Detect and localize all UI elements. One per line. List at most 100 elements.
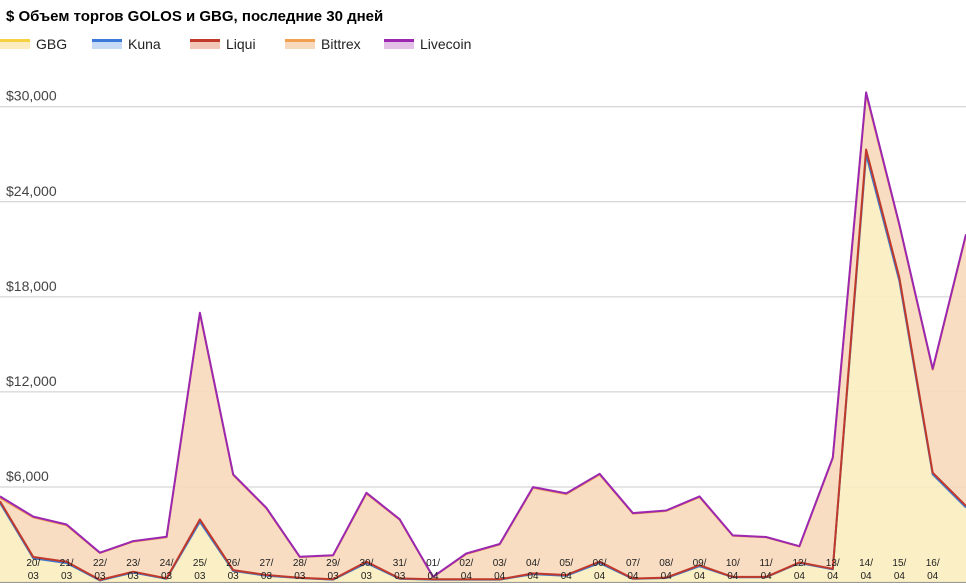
x-tick-label: 05/04 <box>559 558 573 582</box>
legend-swatch <box>190 39 220 49</box>
x-tick-month: 04 <box>861 571 873 582</box>
x-tick-label: 27/03 <box>260 558 274 582</box>
x-tick-day: 11/ <box>760 558 773 569</box>
x-tick-label: 29/03 <box>326 558 340 582</box>
x-tick-day: 20/ <box>26 558 40 569</box>
legend-label: Bittrex <box>321 36 361 52</box>
x-tick-month: 04 <box>927 571 939 582</box>
x-tick-day: 28/ <box>293 558 307 569</box>
x-tick-day: 14/ <box>859 558 873 569</box>
x-tick-label: 16/04 <box>926 558 940 582</box>
x-tick-day: 05/ <box>559 558 573 569</box>
x-tick-month: 03 <box>28 571 40 582</box>
y-tick-label: $30,000 <box>6 88 57 104</box>
x-tick-label: 21/03 <box>60 558 74 582</box>
x-tick-month: 03 <box>94 571 106 582</box>
x-tick-label: 08/04 <box>659 558 673 582</box>
legend-item-bittrex[interactable]: Bittrex <box>285 34 361 54</box>
x-tick-month: 03 <box>228 571 240 582</box>
x-tick-month: 04 <box>694 571 706 582</box>
x-tick-month: 04 <box>661 571 673 582</box>
x-tick-day: 02/ <box>459 558 473 569</box>
legend-item-livecoin[interactable]: Livecoin <box>384 34 471 54</box>
x-tick-day: 16/ <box>926 558 940 569</box>
x-tick-month: 03 <box>128 571 140 582</box>
x-tick-label: 31/03 <box>393 558 407 582</box>
x-tick-day: 07/ <box>626 558 640 569</box>
line-livecoin <box>0 91 966 578</box>
legend-item-kuna[interactable]: Kuna <box>92 34 161 54</box>
x-tick-month: 04 <box>561 571 573 582</box>
x-tick-label: 15/04 <box>892 558 906 582</box>
x-tick-day: 24/ <box>160 558 174 569</box>
legend-swatch <box>285 39 315 49</box>
y-tick-label: $24,000 <box>6 183 57 199</box>
x-tick-day: 26/ <box>226 558 240 569</box>
x-tick-day: 06/ <box>593 558 607 569</box>
x-tick-month: 03 <box>394 571 406 582</box>
legend-item-gbg[interactable]: GBG <box>0 34 67 54</box>
x-tick-month: 04 <box>527 571 539 582</box>
x-tick-day: 30/ <box>359 558 373 569</box>
x-tick-month: 04 <box>827 571 839 582</box>
x-tick-label: 04/04 <box>526 558 540 582</box>
x-tick-day: 08/ <box>659 558 673 569</box>
x-tick-label: 11/04 <box>760 558 773 582</box>
x-tick-month: 04 <box>794 571 806 582</box>
x-tick-month: 03 <box>294 571 306 582</box>
x-tick-day: 27/ <box>260 558 274 569</box>
x-tick-label: 12/04 <box>792 558 806 582</box>
x-tick-label: 30/03 <box>359 558 373 582</box>
x-tick-month: 04 <box>627 571 639 582</box>
x-tick-day: 23/ <box>126 558 140 569</box>
legend-item-liqui[interactable]: Liqui <box>190 34 256 54</box>
legend-swatch <box>384 39 414 49</box>
x-tick-day: 01/ <box>426 558 440 569</box>
x-tick-day: 04/ <box>526 558 540 569</box>
x-tick-label: 02/04 <box>459 558 473 582</box>
legend-label: Kuna <box>128 36 161 52</box>
legend-label: Liqui <box>226 36 256 52</box>
x-tick-label: 13/04 <box>826 558 840 582</box>
x-tick-month: 04 <box>894 571 906 582</box>
x-tick-label: 06/04 <box>593 558 607 582</box>
y-tick-label: $18,000 <box>6 278 57 294</box>
x-tick-day: 29/ <box>326 558 340 569</box>
x-tick-day: 21/ <box>60 558 74 569</box>
x-tick-label: 22/03 <box>93 558 107 582</box>
x-tick-month: 04 <box>427 571 439 582</box>
x-tick-month: 04 <box>461 571 473 582</box>
line-liqui <box>0 148 966 581</box>
x-tick-label: 23/03 <box>126 558 140 582</box>
x-tick-month: 03 <box>261 571 273 582</box>
x-tick-day: 13/ <box>826 558 840 569</box>
x-tick-day: 22/ <box>93 558 107 569</box>
x-tick-day: 03/ <box>493 558 507 569</box>
x-tick-month: 04 <box>494 571 506 582</box>
x-tick-label: 24/03 <box>160 558 174 582</box>
x-tick-day: 09/ <box>693 558 707 569</box>
x-tick-month: 04 <box>761 571 773 582</box>
x-tick-day: 15/ <box>892 558 906 569</box>
x-tick-day: 10/ <box>726 558 740 569</box>
legend-swatch <box>0 39 30 49</box>
area-gbg <box>0 154 966 582</box>
legend-label: GBG <box>36 36 68 52</box>
legend-swatch <box>92 39 122 49</box>
x-tick-label: 10/04 <box>726 558 740 582</box>
x-tick-label: 03/04 <box>493 558 507 582</box>
x-tick-month: 03 <box>361 571 373 582</box>
x-tick-month: 04 <box>727 571 739 582</box>
x-tick-month: 04 <box>594 571 606 582</box>
x-tick-month: 03 <box>328 571 340 582</box>
x-tick-day: 12/ <box>792 558 806 569</box>
x-tick-label: 20/03 <box>26 558 40 582</box>
x-tick-label: 14/04 <box>859 558 873 582</box>
x-tick-day: 25/ <box>193 558 207 569</box>
x-tick-label: 01/04 <box>426 558 440 582</box>
y-tick-label: $6,000 <box>6 468 49 484</box>
x-tick-month: 03 <box>61 571 73 582</box>
area-bittrex <box>0 94 966 580</box>
x-tick-month: 03 <box>194 571 206 582</box>
